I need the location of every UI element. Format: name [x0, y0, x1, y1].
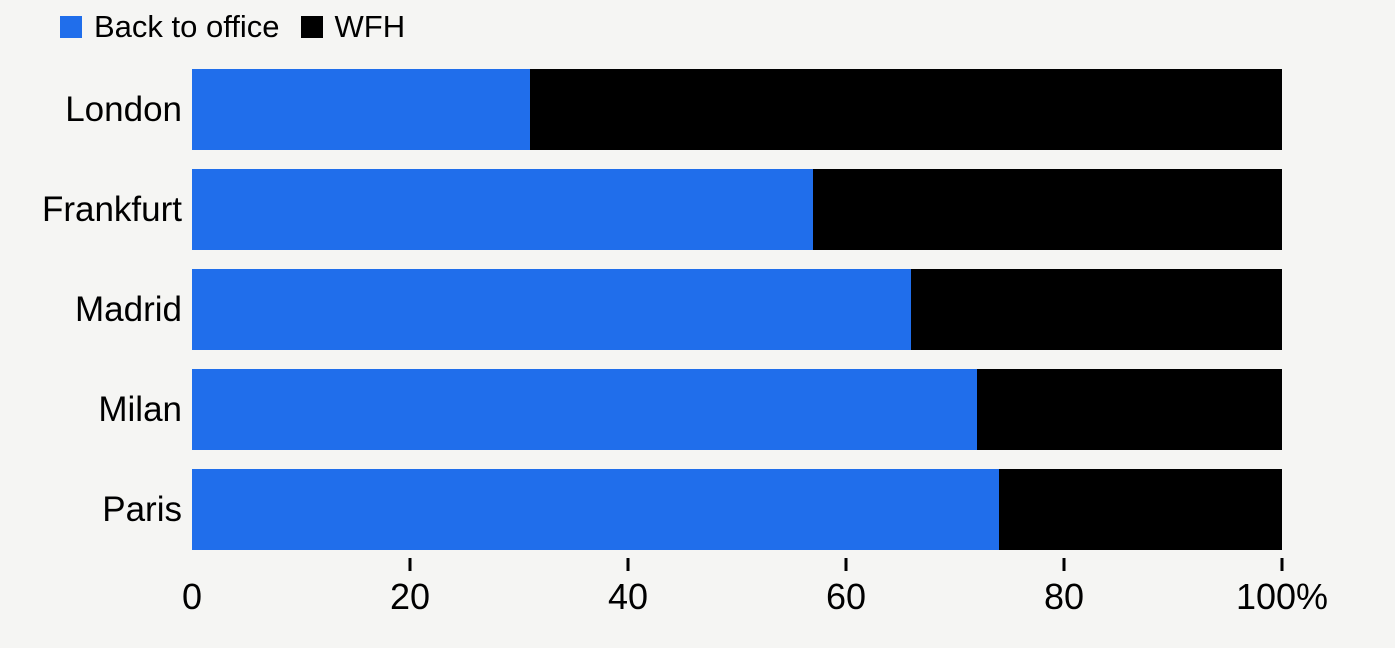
legend-item-back-to-office: Back to office — [60, 11, 280, 42]
x-axis-tick-label-80: 80 — [1043, 576, 1085, 617]
segment-back-to-office — [192, 269, 912, 350]
bar-row-london: London — [0, 69, 1395, 150]
bar-rows: London Frankfurt Madrid Milan Paris — [0, 69, 1395, 569]
x-axis-tick-mark-100 — [1280, 558, 1284, 571]
bar-row-frankfurt: Frankfurt — [0, 169, 1395, 250]
stacked-bar-madrid — [192, 269, 1282, 350]
category-label-london: London — [65, 89, 182, 129]
segment-back-to-office — [192, 369, 977, 450]
bar-row-milan: Milan — [0, 369, 1395, 450]
legend-swatch-blue-icon — [60, 15, 82, 38]
stacked-bar-london — [192, 69, 1282, 150]
segment-back-to-office — [192, 69, 530, 150]
legend-label-wfh: WFH — [334, 9, 406, 44]
x-axis-tick-label-60: 60 — [825, 576, 867, 617]
segment-wfh — [813, 169, 1282, 250]
segment-back-to-office — [192, 469, 999, 550]
bar-row-paris: Paris — [0, 469, 1395, 550]
x-axis: 0 20 40 60 80 100% — [182, 558, 1328, 628]
segment-wfh — [529, 69, 1282, 150]
legend: Back to office WFH — [60, 11, 405, 42]
stacked-bar-paris — [192, 469, 1282, 550]
stacked-bar-frankfurt — [192, 169, 1282, 250]
x-axis-tick-label-40: 40 — [607, 576, 649, 617]
x-axis-tick-mark-20 — [408, 558, 412, 571]
segment-back-to-office — [192, 169, 814, 250]
category-label-paris: Paris — [102, 489, 182, 529]
segment-wfh — [998, 469, 1282, 550]
legend-item-wfh: WFH — [300, 9, 406, 44]
bar-row-madrid: Madrid — [0, 269, 1395, 350]
x-axis-tick-mark-80 — [1062, 558, 1066, 571]
category-label-milan: Milan — [98, 389, 182, 429]
category-label-madrid: Madrid — [75, 289, 182, 329]
legend-label-back-to-office: Back to office — [94, 9, 280, 44]
x-axis-tick-label-0: 0 — [181, 576, 203, 617]
x-axis-tick-mark-60 — [844, 558, 848, 571]
legend-swatch-black-icon — [300, 15, 323, 38]
x-axis-tick-label-100: 100% — [1235, 576, 1329, 617]
segment-wfh — [911, 269, 1282, 350]
x-axis-tick-label-20: 20 — [389, 576, 431, 617]
category-label-frankfurt: Frankfurt — [41, 189, 182, 229]
segment-wfh — [976, 369, 1282, 450]
x-axis-tick-mark-40 — [626, 558, 630, 571]
stacked-bar-milan — [192, 369, 1282, 450]
